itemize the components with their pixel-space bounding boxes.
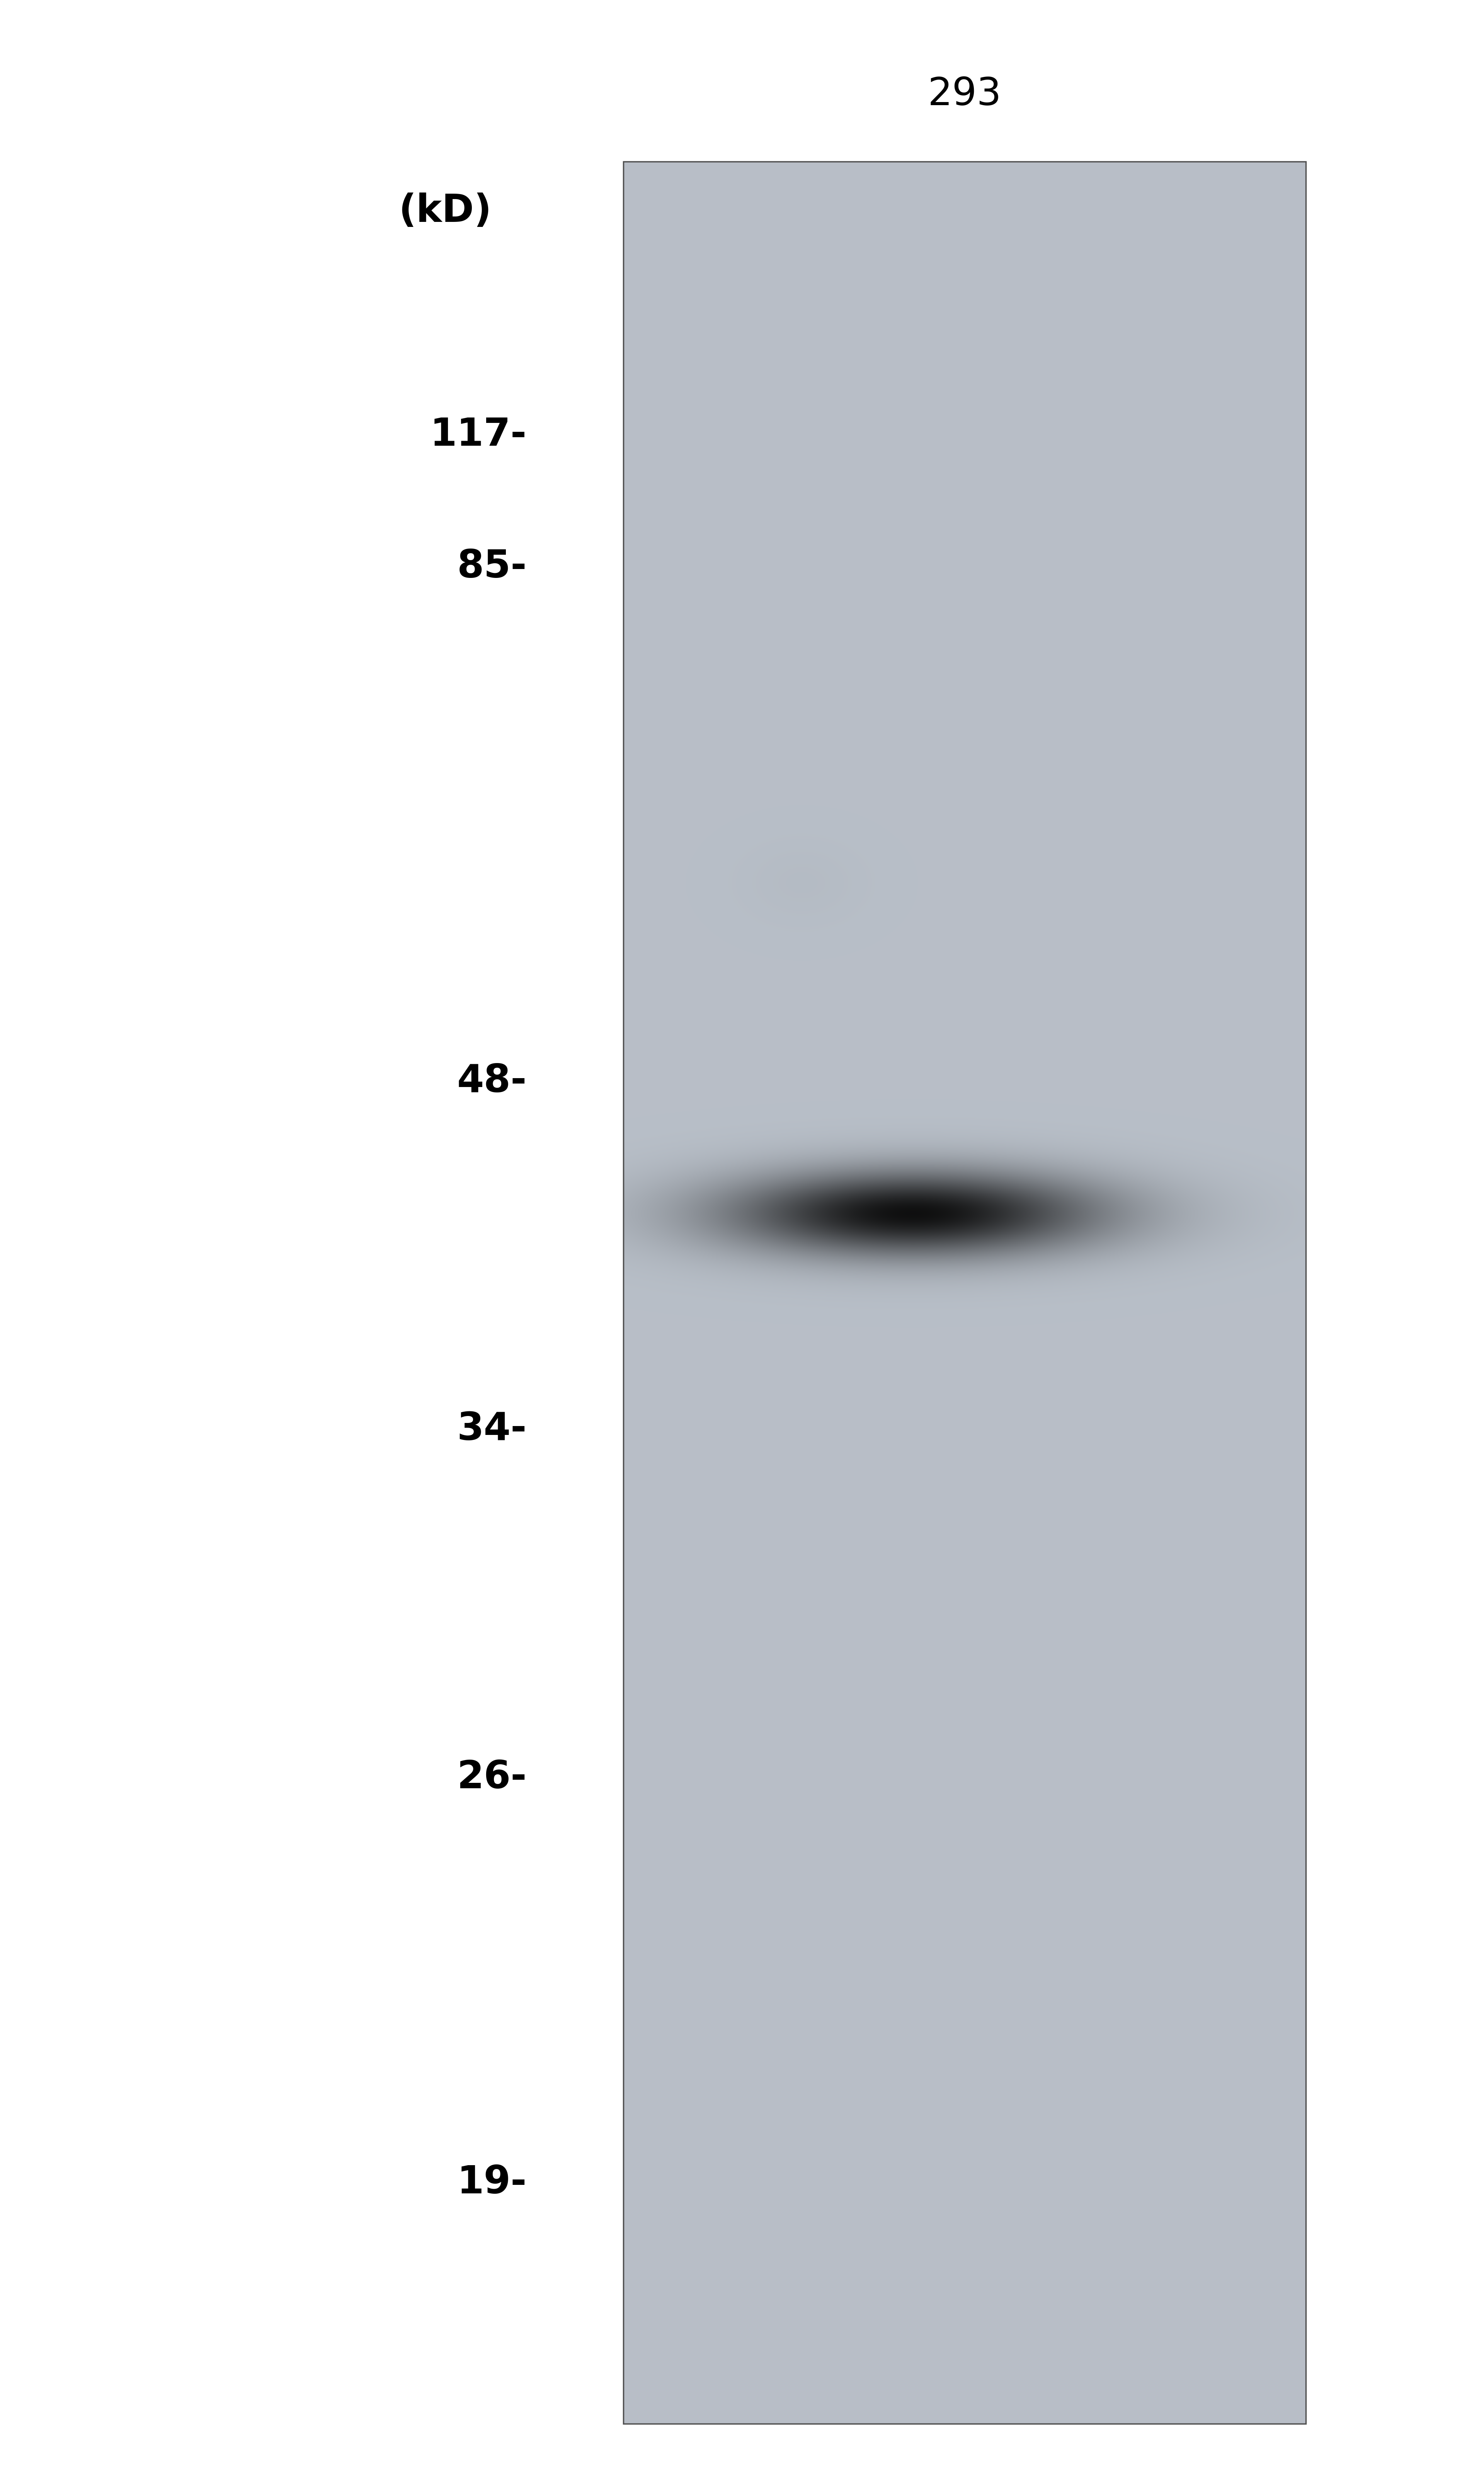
Text: 26-: 26-: [457, 1758, 527, 1797]
Text: 34-: 34-: [457, 1410, 527, 1449]
Bar: [623, 162, 1306, 2424]
Text: 48-: 48-: [457, 1062, 527, 1101]
Text: (kD): (kD): [399, 191, 491, 231]
Text: 19-: 19-: [457, 2163, 527, 2203]
Text: 117-: 117-: [430, 415, 527, 455]
Text: 85-: 85-: [457, 547, 527, 587]
Text: 293: 293: [928, 75, 1002, 114]
